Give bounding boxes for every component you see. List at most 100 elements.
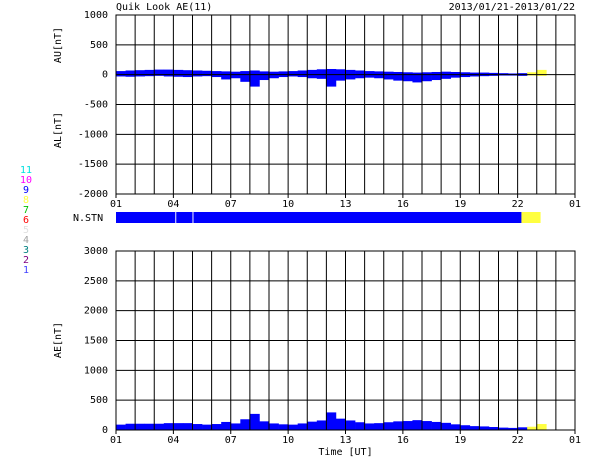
- data-bar: [288, 424, 298, 430]
- x-tick-label: 04: [167, 199, 179, 210]
- data-bar: [488, 72, 499, 75]
- data-bar: [488, 74, 499, 76]
- station-segment: [176, 212, 193, 223]
- chart-title: Quik Look AE(11): [116, 2, 212, 13]
- data-bar: [230, 423, 241, 430]
- data-bar: [355, 70, 365, 75]
- data-bar: [144, 69, 155, 75]
- data-bar: [345, 69, 356, 75]
- data-bar: [316, 69, 327, 75]
- y-axis-label: AU[nT]: [53, 27, 64, 63]
- data-bar: [202, 70, 212, 75]
- data-bar: [297, 74, 308, 78]
- plot-frame: [115, 250, 576, 431]
- x-tick-label: 19: [454, 199, 466, 210]
- data-bar: [412, 72, 423, 75]
- data-bar: [479, 72, 490, 75]
- data-bar: [135, 423, 145, 430]
- data-bar: [431, 74, 442, 81]
- data-bar: [364, 423, 375, 430]
- data-bar: [125, 74, 136, 77]
- legend-entry: 2: [23, 255, 29, 266]
- data-bar: [163, 74, 174, 77]
- data-bar: [402, 72, 413, 75]
- data-bar: [527, 72, 538, 75]
- data-bar: [125, 423, 136, 430]
- x-tick-label: 04: [167, 435, 179, 446]
- data-bar: [469, 74, 480, 77]
- y-tick-label: 500: [90, 395, 108, 406]
- data-bar: [469, 426, 480, 430]
- data-bar: [230, 71, 241, 75]
- data-bar: [335, 418, 346, 430]
- data-bar: [211, 71, 222, 75]
- y-tick-label: -500: [84, 100, 108, 111]
- data-bar: [536, 74, 547, 76]
- data-bar: [402, 421, 413, 430]
- data-bar: [173, 69, 184, 75]
- data-bar: [259, 74, 270, 81]
- data-bar: [144, 423, 155, 430]
- data-bar: [412, 74, 423, 83]
- y-tick-label: 0: [102, 70, 108, 81]
- station-label: N.STN: [73, 213, 103, 224]
- data-bar: [278, 71, 289, 75]
- data-bar: [182, 423, 193, 430]
- data-bar: [173, 423, 184, 430]
- data-bar: [221, 71, 232, 75]
- y-tick-label: -1500: [78, 159, 108, 170]
- data-bar: [479, 74, 490, 77]
- data-bar: [527, 426, 538, 430]
- y-tick-label: 0: [102, 425, 108, 436]
- y-tick-label: 500: [90, 40, 108, 51]
- data-bar: [269, 71, 279, 75]
- date-range: 2013/01/21-2013/01/22: [449, 2, 575, 13]
- data-bar: [278, 424, 289, 430]
- legend-entry: 8: [23, 195, 29, 206]
- data-bar: [259, 421, 270, 430]
- data-bar: [422, 421, 432, 430]
- station-segment: [521, 212, 541, 223]
- x-tick-label: 22: [512, 435, 524, 446]
- data-bar: [335, 74, 346, 81]
- data-bar: [374, 74, 385, 79]
- data-bar: [460, 74, 471, 78]
- data-bar: [479, 426, 490, 430]
- data-bar: [450, 424, 461, 430]
- y-tick-label: 3000: [84, 246, 108, 257]
- data-bar: [307, 421, 318, 430]
- data-bar: [125, 70, 136, 75]
- x-tick-label: 16: [397, 435, 409, 446]
- data-bar: [498, 73, 509, 75]
- data-bar: [192, 424, 203, 430]
- data-bar: [182, 74, 193, 78]
- x-tick-label: 10: [282, 199, 294, 210]
- data-bar: [326, 74, 337, 87]
- data-bar: [536, 69, 547, 75]
- x-axis-label: Time [UT]: [318, 447, 372, 458]
- data-bar: [249, 413, 260, 430]
- data-bar: [297, 70, 308, 75]
- data-bar: [441, 74, 451, 79]
- data-bar: [135, 74, 145, 77]
- y-axis-label: AE[nT]: [53, 322, 64, 358]
- y-tick-label: 1500: [84, 336, 108, 347]
- data-bar: [116, 74, 126, 77]
- data-bar: [441, 422, 451, 430]
- y-tick-label: -1000: [78, 129, 108, 140]
- x-tick-label: 01: [569, 199, 581, 210]
- data-bar: [259, 71, 270, 75]
- data-bar: [192, 70, 203, 75]
- legend-entry: 5: [23, 225, 29, 236]
- data-bar: [307, 74, 318, 79]
- data-bar: [221, 74, 232, 80]
- data-bar: [383, 74, 394, 80]
- data-bar: [508, 427, 518, 430]
- legend-entry: 6: [23, 215, 29, 226]
- data-bar: [173, 74, 184, 77]
- data-bar: [116, 71, 126, 75]
- data-bar: [163, 69, 174, 75]
- x-tick-label: 13: [339, 199, 351, 210]
- data-bar: [316, 74, 327, 79]
